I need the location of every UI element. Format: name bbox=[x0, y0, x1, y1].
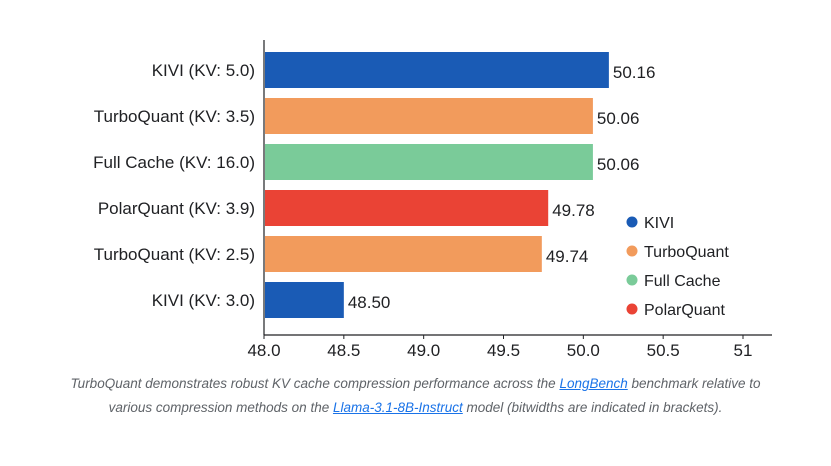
category-label-6: KIVI (KV: 3.0) bbox=[152, 291, 255, 310]
value-label-2: 50.06 bbox=[597, 109, 640, 128]
x-tick-label-4: 49.5 bbox=[487, 341, 520, 360]
caption-text-1: TurboQuant demonstrates robust KV cache … bbox=[70, 376, 560, 391]
category-label-3: Full Cache (KV: 16.0) bbox=[93, 153, 255, 172]
x-tick-label-1: 48.0 bbox=[247, 341, 280, 360]
category-label-4: PolarQuant (KV: 3.9) bbox=[98, 199, 255, 218]
value-label-5: 49.74 bbox=[546, 247, 589, 266]
legend-label-1: KIVI bbox=[644, 215, 674, 232]
legend-marker-2 bbox=[626, 245, 638, 257]
legend-label-3: Full Cache bbox=[644, 273, 721, 290]
legend-marker-4 bbox=[626, 303, 638, 315]
x-tick-label-6: 50.5 bbox=[647, 341, 680, 360]
caption-text-3: model (bitwidths are indicated in bracke… bbox=[462, 400, 723, 415]
longbench-link[interactable]: LongBench bbox=[559, 376, 628, 391]
bar-2 bbox=[265, 98, 593, 134]
legend-marker-1 bbox=[626, 216, 638, 228]
x-tick-label-5: 50.0 bbox=[567, 341, 600, 360]
value-label-3: 50.06 bbox=[597, 155, 640, 174]
bar-1 bbox=[265, 52, 609, 88]
bar-chart: KIVI (KV: 5.0) 50.16 TurboQuant (KV: 3.5) 5… bbox=[93, 40, 772, 360]
category-label-1: KIVI (KV: 5.0) bbox=[152, 61, 255, 80]
caption-text-2: benchmark relative to various compressio… bbox=[108, 376, 761, 415]
bar-4 bbox=[265, 190, 549, 226]
figure-caption: TurboQuant demonstrates robust KV cache … bbox=[60, 372, 771, 420]
legend-marker-3 bbox=[626, 274, 638, 286]
bar-5 bbox=[265, 236, 542, 272]
category-label-2: TurboQuant (KV: 3.5) bbox=[94, 107, 255, 126]
value-label-1: 50.16 bbox=[613, 63, 656, 82]
x-tick-label-3: 49.0 bbox=[407, 341, 440, 360]
x-tick-label-7: 51 bbox=[734, 341, 753, 360]
legend-label-4: PolarQuant bbox=[644, 302, 725, 319]
bar-6 bbox=[265, 282, 344, 318]
bar-3 bbox=[265, 144, 593, 180]
llama-model-link[interactable]: Llama-3.1-8B-Instruct bbox=[332, 400, 463, 415]
value-label-4: 49.78 bbox=[552, 201, 595, 220]
x-tick-label-2: 48.5 bbox=[327, 341, 360, 360]
value-label-6: 48.50 bbox=[348, 293, 391, 312]
category-label-5: TurboQuant (KV: 2.5) bbox=[94, 245, 255, 264]
legend-label-2: TurboQuant bbox=[644, 244, 729, 261]
